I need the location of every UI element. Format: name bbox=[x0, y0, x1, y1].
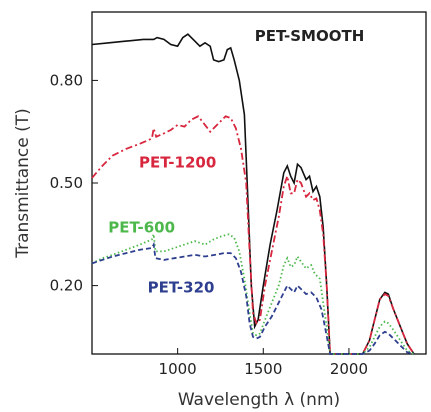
y-tick-label: 0.20 bbox=[50, 277, 83, 295]
x-tick-label: 1500 bbox=[244, 360, 282, 378]
y-tick-label: 0.80 bbox=[50, 71, 83, 89]
y-tick-label: 0.50 bbox=[50, 174, 83, 192]
series-label-layer: PET-SMOOTH PET-1200 PET-600 PET-320 bbox=[108, 27, 364, 296]
series-line-pet-1200 bbox=[91, 115, 415, 355]
series-layer bbox=[91, 33, 415, 355]
x-tick-label: 2000 bbox=[330, 360, 368, 378]
x-ticks: 1000 1500 2000 bbox=[159, 348, 368, 378]
plot-frame bbox=[91, 11, 427, 355]
series-label-pet-320: PET-320 bbox=[148, 278, 215, 296]
y-axis-label: Transmittance (T) bbox=[13, 108, 33, 259]
series-line-pet-320 bbox=[91, 241, 415, 355]
x-axis-label: Wavelength λ (nm) bbox=[178, 390, 340, 410]
series-label-pet-600: PET-600 bbox=[108, 219, 175, 237]
y-ticks: 0.20 0.50 0.80 bbox=[50, 71, 98, 295]
x-tick-label: 1000 bbox=[159, 360, 197, 378]
series-label-pet-1200: PET-1200 bbox=[139, 154, 216, 172]
series-label-pet-smooth: PET-SMOOTH bbox=[255, 27, 365, 45]
